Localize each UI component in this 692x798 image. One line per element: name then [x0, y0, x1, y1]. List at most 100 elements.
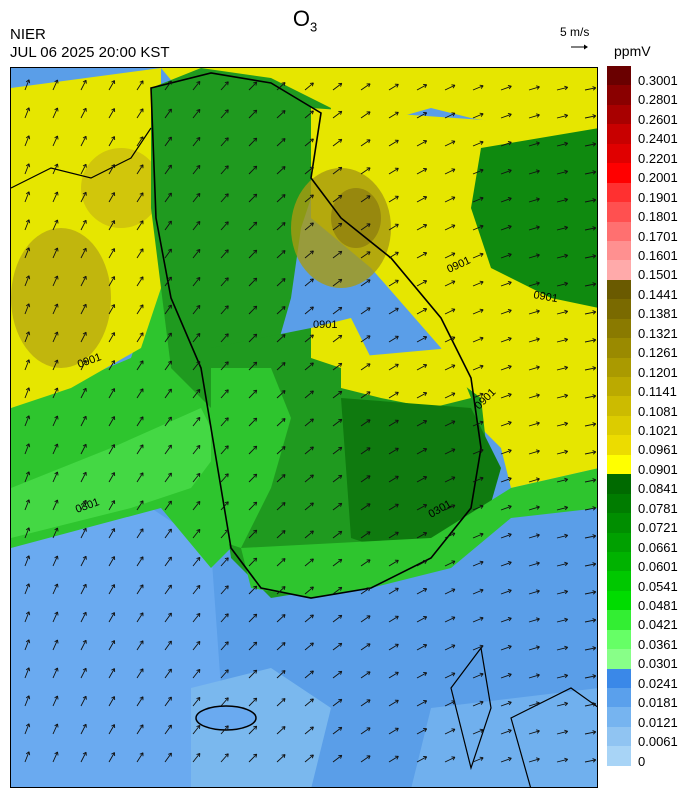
wind-arrow-icon [164, 640, 172, 651]
wind-arrow-icon [556, 617, 568, 623]
wind-arrow-icon [248, 305, 258, 315]
wind-arrow-icon [248, 445, 258, 455]
wind-arrow-icon [248, 193, 258, 203]
jeju-island [195, 705, 257, 731]
colorbar-cell [607, 415, 631, 436]
wind-arrow-icon [444, 392, 456, 399]
wind-arrow-icon [220, 389, 229, 399]
wind-arrow-icon [24, 723, 31, 735]
wind-arrow-icon [192, 332, 201, 343]
wind-arrow-icon [136, 500, 144, 511]
wind-arrow-icon [416, 364, 428, 371]
wind-arrow-icon [472, 308, 484, 315]
wind-arrow-icon [584, 590, 597, 595]
wind-arrow-icon [388, 83, 399, 91]
wind-arrow-icon [332, 390, 343, 399]
wind-arrow-icon [304, 754, 314, 763]
wind-arrow-icon [556, 757, 568, 763]
wind-arrow-icon [304, 82, 314, 91]
wind-arrow-icon [108, 612, 116, 623]
wind-arrow-icon [444, 112, 456, 119]
wind-arrow-icon [528, 533, 540, 539]
colorbar-tick-label: 0.2201 [638, 150, 678, 166]
wind-arrow-icon [52, 471, 59, 483]
wind-arrow-icon [472, 336, 484, 343]
wind-arrow-icon [136, 668, 144, 679]
wind-arrow-icon [360, 643, 371, 651]
wind-arrow-icon [584, 674, 597, 679]
wind-arrow-icon [192, 472, 201, 483]
wind-arrow-icon [360, 223, 371, 231]
wind-arrow-icon [472, 252, 484, 259]
wind-arrow-icon [276, 82, 286, 91]
wind-arrow-icon [136, 248, 144, 259]
wind-arrow-icon [164, 248, 172, 259]
colorbar-cell [607, 493, 631, 514]
wind-arrow-icon [24, 639, 31, 651]
wind-arrow-icon [108, 388, 116, 399]
wind-arrow-icon [220, 557, 229, 567]
wind-arrow-icon [500, 617, 512, 623]
colorbar-cell [607, 260, 631, 280]
korean-peninsula-outline [150, 72, 482, 599]
wind-arrow-icon [108, 472, 116, 483]
wind-arrow-icon [304, 586, 314, 595]
wind-arrow-icon [192, 584, 201, 595]
wind-arrow-icon [388, 671, 399, 679]
wind-arrow-icon [528, 561, 540, 567]
wind-arrow-icon [388, 363, 399, 371]
wind-arrow-icon [556, 449, 568, 455]
wind-arrow-icon [164, 360, 172, 371]
wind-arrow-icon [108, 528, 116, 539]
colorbar-tick-label: 0 [638, 753, 646, 769]
wind-arrow-icon [276, 334, 286, 343]
wind-arrow-icon [556, 337, 568, 343]
wind-arrow-icon [136, 192, 144, 203]
colorbar-tick-label: 0.1441 [638, 286, 678, 302]
wind-arrow-icon [584, 86, 597, 91]
wind-arrow-icon [444, 280, 456, 287]
wind-arrow-icon [556, 225, 568, 231]
wind-arrow-icon [584, 114, 597, 119]
wind-arrow-icon [584, 226, 597, 231]
colorbar-cell [607, 532, 631, 552]
wind-arrow-icon [136, 556, 144, 567]
wind-arrow-icon [136, 108, 144, 119]
west-olive-patch-2 [81, 148, 161, 228]
wind-arrow-icon [80, 219, 87, 231]
wind-arrow-icon [276, 502, 286, 511]
sea-very-low-field-3 [411, 688, 597, 787]
wind-arrow-icon [332, 362, 343, 371]
wind-arrow-icon [584, 534, 597, 539]
wind-arrow-icon [248, 473, 258, 483]
wind-arrow-icon [80, 107, 87, 119]
wind-arrow-icon [52, 611, 59, 623]
wind-arrow-icon [80, 723, 87, 735]
wind-arrow-icon [276, 194, 286, 203]
wind-arrow-icon [388, 251, 399, 259]
wind-arrow-icon [108, 584, 116, 595]
wind-arrow-icon [136, 696, 144, 707]
wind-arrow-icon [556, 505, 568, 511]
wind-arrow-icon [584, 338, 597, 343]
wind-arrow-icon [528, 757, 540, 763]
colorbar-cell [607, 338, 631, 358]
wind-arrow-icon [52, 163, 59, 175]
wind-arrow-icon [500, 365, 512, 371]
wind-arrow-icon [584, 758, 597, 763]
wind-arrow-icon [248, 417, 258, 427]
wind-arrow-icon [416, 196, 428, 203]
wind-arrow-icon [52, 639, 59, 651]
wind-arrow-icon [332, 586, 343, 595]
wind-arrow-icon [248, 389, 258, 399]
wind-arrow-icon [500, 309, 512, 315]
colorbar-tick-label: 0.0601 [638, 559, 678, 575]
wind-arrow-icon [472, 532, 484, 539]
wind-arrow-icon [556, 365, 568, 371]
wind-arrow-icon [472, 364, 484, 371]
wind-arrow-icon [444, 224, 456, 231]
wind-arrow-icon [304, 250, 314, 259]
wind-arrow-icon [136, 164, 144, 175]
wind-arrow-icon [24, 387, 31, 399]
colorbar-cell [607, 668, 631, 688]
